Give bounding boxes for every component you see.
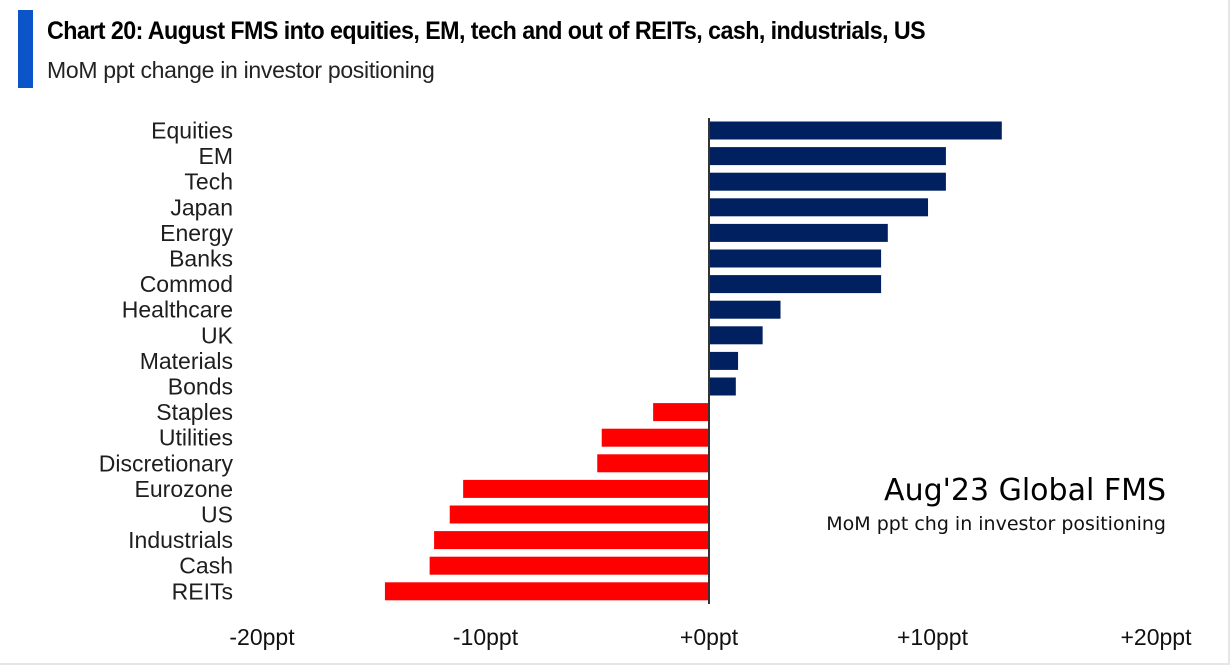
bar-banks: [709, 249, 882, 268]
x-tick-label: -10ppt: [453, 624, 519, 650]
bars-group: [384, 121, 1002, 601]
chart-subtitle: MoM ppt change in investor positioning: [47, 57, 435, 83]
chart-title: Chart 20: August FMS into equities, EM, …: [47, 17, 926, 45]
bar-us: [449, 505, 709, 524]
bar-discretionary: [597, 454, 709, 473]
bar-industrials: [434, 531, 709, 550]
bar-cash: [429, 556, 709, 575]
category-label: Banks: [169, 246, 233, 272]
bar-tech: [709, 172, 946, 191]
category-label: Materials: [140, 348, 233, 374]
bar-bonds: [709, 377, 736, 396]
x-tick-label: -20ppt: [229, 624, 295, 650]
category-label: Cash: [179, 553, 233, 579]
bar-materials: [709, 351, 739, 370]
category-label: Eurozone: [135, 476, 233, 502]
bar-commod: [709, 275, 882, 294]
bar-utilities: [601, 428, 709, 447]
category-labels: EquitiesEMTechJapanEnergyBanksCommodHeal…: [99, 118, 234, 605]
category-label: Healthcare: [122, 297, 233, 323]
x-tick-label: +0ppt: [680, 624, 739, 650]
category-label: Tech: [184, 169, 233, 195]
bar-healthcare: [709, 300, 781, 319]
x-tick-label: +10ppt: [897, 624, 969, 650]
category-label: Discretionary: [99, 450, 234, 476]
category-label: EM: [199, 143, 234, 169]
category-label: Industrials: [128, 527, 233, 553]
category-label: US: [201, 502, 233, 528]
category-label: Bonds: [168, 374, 233, 400]
bar-em: [709, 147, 946, 166]
bar-japan: [709, 198, 929, 217]
x-tick-label: +20ppt: [1121, 624, 1193, 650]
category-label: UK: [201, 322, 234, 348]
bar-eurozone: [463, 479, 709, 498]
bar-reits: [384, 582, 709, 601]
category-label: REITs: [172, 578, 233, 604]
category-label: Staples: [156, 399, 233, 425]
title-accent-bar: [18, 10, 33, 88]
category-label: Energy: [160, 220, 233, 246]
category-label: Utilities: [159, 425, 233, 451]
bar-uk: [709, 326, 763, 345]
bar-staples: [653, 403, 709, 422]
category-label: Equities: [151, 118, 233, 144]
annotation-title: Aug'23 Global FMS: [884, 473, 1166, 508]
bar-equities: [709, 121, 1002, 140]
annotation-subtitle: MoM ppt chg in investor positioning: [826, 513, 1166, 535]
bar-energy: [709, 223, 888, 242]
category-label: Commod: [140, 271, 233, 297]
category-label: Japan: [170, 194, 233, 220]
x-tick-labels: -20ppt -10ppt +0ppt +10ppt +20ppt: [229, 624, 1192, 650]
